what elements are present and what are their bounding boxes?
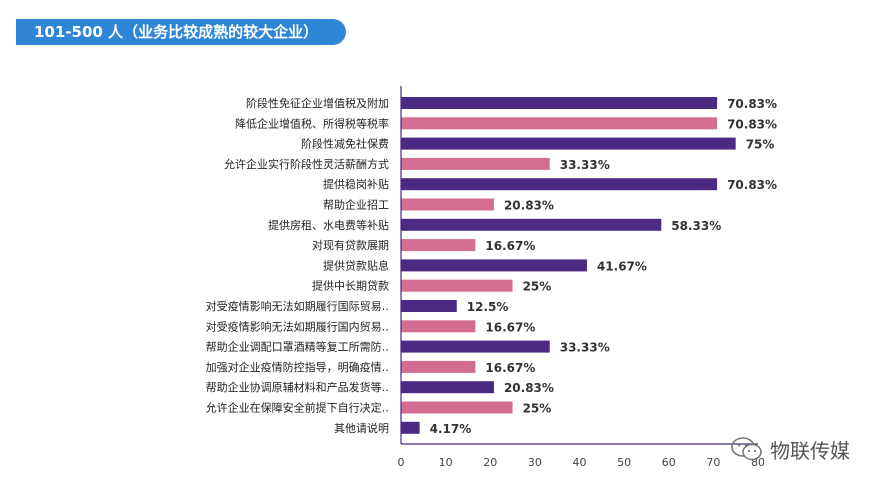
value-label: 12.5%: [467, 300, 509, 314]
value-label: 16.67%: [485, 320, 535, 334]
category-label: 阶段性减免社保费: [301, 137, 389, 151]
bar: [401, 218, 662, 231]
category-label: 阶段性免征企业增值税及附加: [246, 96, 389, 110]
watermark: 物联传媒: [730, 434, 850, 464]
value-label: 33.33%: [560, 341, 610, 355]
x-tick-label: 50: [617, 456, 631, 469]
bar: [401, 360, 476, 373]
value-label: 4.17%: [430, 422, 472, 436]
value-label: 75%: [746, 138, 775, 152]
bar: [401, 421, 420, 434]
x-tick-label: 0: [398, 456, 405, 469]
category-label: 加强对企业疫情防控指导，明确疫情‥: [206, 360, 389, 374]
value-label: 33.33%: [560, 158, 610, 172]
value-label: 70.83%: [727, 117, 777, 131]
category-label: 提供中长期贷款: [312, 279, 389, 293]
wechat-icon: [731, 437, 762, 461]
bar: [401, 320, 476, 333]
chart-title: 101-500 人（业务比较成熟的较大企业）: [16, 19, 346, 45]
bar: [401, 157, 550, 170]
value-label: 16.67%: [485, 361, 535, 375]
category-label: 降低企业增值税、所得税等税率: [235, 116, 389, 130]
bar: [401, 259, 587, 272]
value-label: 20.83%: [504, 381, 554, 395]
bar: [401, 300, 457, 312]
bar: [401, 97, 718, 109]
value-label: 58.33%: [671, 219, 721, 233]
category-label: 其他请说明: [334, 421, 389, 435]
bar: [401, 279, 513, 292]
x-tick-label: 40: [573, 456, 587, 469]
value-label: 70.83%: [727, 178, 777, 192]
category-label: 提供稳岗补贴: [323, 177, 389, 191]
category-label: 对受疫情影响无法如期履行国际贸易‥: [206, 299, 389, 313]
value-label: 41.67%: [597, 259, 647, 273]
category-label: 提供房租、水电费等补贴: [268, 218, 389, 232]
watermark-text: 物联传媒: [770, 438, 850, 463]
category-label: 帮助企业调配口罩酒精等复工所需防‥: [206, 340, 389, 354]
category-label: 帮助企业招工: [323, 198, 389, 212]
x-tick-label: 30: [528, 456, 542, 469]
bar: [401, 401, 513, 414]
bar: [401, 239, 476, 252]
x-tick-label: 60: [662, 456, 676, 469]
value-label: 25%: [523, 280, 552, 294]
bar: [401, 340, 550, 353]
value-label: 70.83%: [727, 97, 777, 111]
bar: [401, 178, 718, 191]
category-label: 对现有贷款展期: [312, 238, 389, 252]
x-tick-label: 20: [483, 456, 497, 469]
value-label: 25%: [523, 402, 552, 416]
bar: [401, 117, 718, 130]
x-tick-label: 10: [439, 456, 453, 469]
bar: [401, 198, 494, 211]
category-label: 对受疫情影响无法如期履行国内贸易‥: [206, 319, 389, 333]
category-label: 允许企业在保障安全前提下自行决定‥: [206, 401, 389, 415]
bar: [401, 381, 494, 394]
value-label: 16.67%: [485, 239, 535, 253]
value-label: 20.83%: [504, 199, 554, 213]
bar: [401, 137, 736, 150]
category-label: 允许企业实行阶段性灵活薪酬方式: [224, 157, 389, 171]
x-tick-label: 70: [706, 456, 720, 469]
category-label: 提供贷款贴息: [323, 258, 389, 272]
category-label: 帮助企业协调原辅材料和产品发货等‥: [206, 380, 389, 394]
